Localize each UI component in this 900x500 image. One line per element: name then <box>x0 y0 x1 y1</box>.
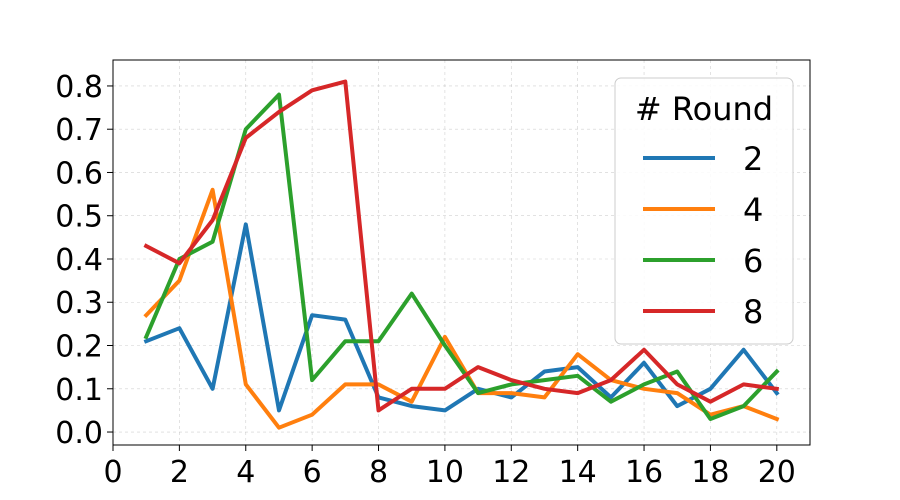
legend-label-2: 2 <box>743 140 763 178</box>
y-tick-label: 0.2 <box>55 330 103 365</box>
y-tick-label: 0.7 <box>55 113 103 148</box>
x-tick-label: 8 <box>369 455 388 490</box>
x-tick-label: 4 <box>236 455 255 490</box>
legend-label-4: 4 <box>743 191 763 229</box>
series-line-2 <box>143 222 780 413</box>
y-tick-label: 0.6 <box>55 156 103 191</box>
legend-label-8: 8 <box>743 293 763 331</box>
series-line-8 <box>143 79 780 413</box>
legend-label-6: 6 <box>743 242 763 280</box>
x-tick-label: 16 <box>625 455 663 490</box>
x-tick-label: 14 <box>559 455 597 490</box>
x-axis-ticks: 0 2 4 6 8 10 12 14 16 18 20 <box>103 445 796 490</box>
y-tick-label: 0.0 <box>55 416 103 451</box>
x-tick-label: 10 <box>426 455 464 490</box>
x-tick-label: 20 <box>758 455 796 490</box>
legend-title: # Round <box>635 90 773 128</box>
y-tick-label: 0.3 <box>55 286 103 321</box>
y-tick-label: 0.4 <box>55 243 103 278</box>
x-tick-label: 2 <box>170 455 189 490</box>
x-tick-label: 18 <box>691 455 729 490</box>
series-line-6 <box>143 92 780 421</box>
series-line-4 <box>143 187 780 430</box>
x-tick-label: 6 <box>303 455 322 490</box>
legend: # Round 2 4 6 8 <box>614 77 794 345</box>
y-tick-label: 0.5 <box>55 200 103 235</box>
series-lines <box>143 79 780 430</box>
x-tick-label: 12 <box>492 455 530 490</box>
y-axis-ticks: 0.0 0.1 0.2 0.3 0.4 0.5 0.6 0.7 0.8 <box>55 70 113 451</box>
plot-frame <box>112 59 811 446</box>
x-tick-label: 0 <box>103 455 122 490</box>
y-tick-label: 0.8 <box>55 70 103 105</box>
y-tick-label: 0.1 <box>55 373 103 408</box>
